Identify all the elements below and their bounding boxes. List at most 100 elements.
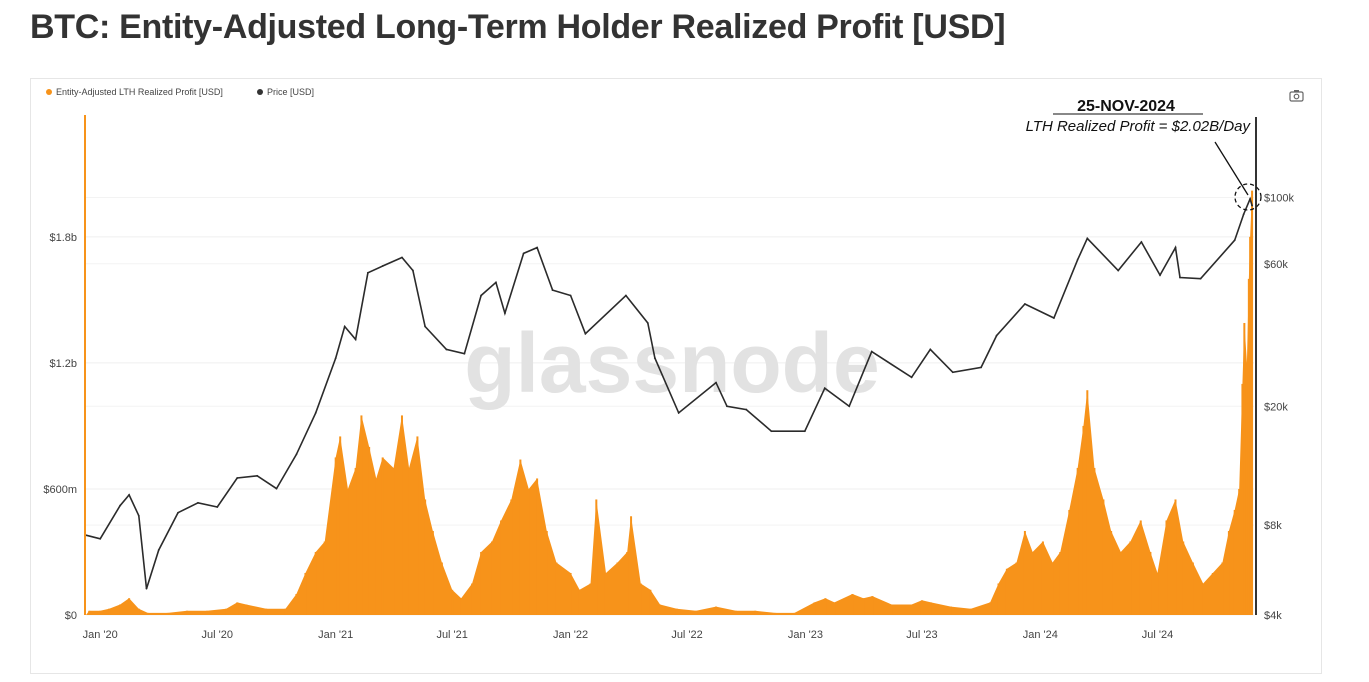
profit-bar xyxy=(339,436,342,615)
profit-bar xyxy=(440,562,443,615)
profit-bar xyxy=(334,457,337,615)
price-point xyxy=(504,312,506,315)
y-left-tick-label: $1.8b xyxy=(49,232,77,244)
price-point xyxy=(848,405,851,408)
y-right-tick-label: $20k xyxy=(1264,401,1288,413)
profit-bar xyxy=(186,610,189,615)
price-point xyxy=(343,325,346,328)
price-point xyxy=(1140,241,1143,243)
profit-bar xyxy=(392,467,395,615)
profit-bar xyxy=(527,488,530,615)
price-point xyxy=(1233,239,1236,242)
profit-bar xyxy=(1227,530,1230,615)
profit-bar xyxy=(616,562,619,615)
profit-bar xyxy=(1156,572,1159,615)
profit-bar xyxy=(910,604,913,615)
profit-bar xyxy=(1129,541,1132,615)
profit-bar xyxy=(1245,362,1248,615)
x-tick-label: Jan '20 xyxy=(83,629,118,641)
profit-bar xyxy=(595,499,598,615)
legend-label-price[interactable]: Price [USD] xyxy=(267,87,314,97)
profit-bar xyxy=(1149,551,1152,615)
price-point xyxy=(653,357,656,359)
profit-bar xyxy=(225,608,228,615)
profit-bar xyxy=(1139,520,1142,615)
y-right-tick-label: $4k xyxy=(1264,610,1282,622)
price-point xyxy=(1179,276,1181,279)
profit-bar xyxy=(245,604,248,615)
price-point xyxy=(677,412,680,414)
profit-bar xyxy=(1191,562,1194,615)
profit-bar xyxy=(715,606,718,615)
profit-bar xyxy=(824,598,827,615)
profit-bar xyxy=(589,583,592,615)
price-point xyxy=(646,322,649,324)
profit-bar xyxy=(108,608,111,615)
price-point xyxy=(236,477,239,479)
camera-icon[interactable] xyxy=(1289,90,1304,102)
profit-bar xyxy=(519,459,522,615)
price-point xyxy=(463,352,466,355)
profit-bar xyxy=(862,598,865,615)
y-left-tick-label: $0 xyxy=(65,610,77,622)
price-point xyxy=(745,408,748,411)
price-point xyxy=(157,549,160,551)
price-point xyxy=(295,453,298,456)
profit-bar xyxy=(774,612,777,615)
price-point xyxy=(870,350,873,353)
price-point xyxy=(770,430,773,433)
x-tick-label: Jul '23 xyxy=(906,629,937,641)
profit-bar xyxy=(626,551,629,615)
profit-bar xyxy=(545,530,548,615)
price-point xyxy=(119,504,122,507)
price-point xyxy=(99,537,102,540)
profit-bar xyxy=(754,610,757,615)
price-point xyxy=(145,587,148,590)
legend-marker-profit[interactable] xyxy=(46,89,52,95)
profit-bar xyxy=(1005,568,1008,615)
profit-bar xyxy=(205,610,208,615)
price-point xyxy=(995,334,998,337)
price-point xyxy=(1076,258,1079,261)
price-point xyxy=(980,366,983,369)
profit-bar xyxy=(137,608,140,615)
profit-bar xyxy=(1202,583,1205,615)
profit-bar xyxy=(451,589,454,615)
profit-bar xyxy=(659,604,662,615)
profit-bar xyxy=(295,593,298,615)
price-point xyxy=(1251,204,1253,207)
profit-bar xyxy=(1086,390,1089,615)
x-tick-label: Jan '22 xyxy=(553,629,588,641)
price-point xyxy=(401,256,403,259)
profit-bar xyxy=(491,541,494,615)
profit-bar xyxy=(304,572,307,615)
profit-bar xyxy=(88,610,91,615)
profit-bar xyxy=(871,596,874,615)
profit-bar xyxy=(1110,530,1113,615)
price-point xyxy=(1024,303,1026,305)
profit-bar xyxy=(1041,541,1044,615)
price-point xyxy=(137,514,140,517)
profit-bar xyxy=(578,589,581,615)
profit-bar xyxy=(1076,467,1079,615)
watermark: glassnode xyxy=(464,316,879,410)
price-point xyxy=(569,294,572,297)
profit-bar xyxy=(997,583,1000,615)
price-point xyxy=(1174,246,1177,249)
legend-marker-price[interactable] xyxy=(257,89,263,95)
chart-card xyxy=(30,78,1322,674)
profit-bar xyxy=(346,488,349,615)
profit-bar xyxy=(408,467,411,615)
price-point xyxy=(177,511,179,514)
price-point xyxy=(1242,213,1245,216)
profit-bar xyxy=(400,415,403,615)
profit-bar xyxy=(1233,509,1236,615)
profit-bar xyxy=(1023,530,1026,615)
profit-bar xyxy=(1249,236,1252,615)
profit-bar xyxy=(1251,190,1254,615)
price-line xyxy=(85,196,1253,589)
y-left-tick-label: $1.2b xyxy=(49,358,77,370)
profit-bar xyxy=(424,499,427,615)
y-right-tick-label: $100k xyxy=(1264,193,1294,205)
legend-label-profit[interactable]: Entity-Adjusted LTH Realized Profit [USD… xyxy=(56,87,223,97)
